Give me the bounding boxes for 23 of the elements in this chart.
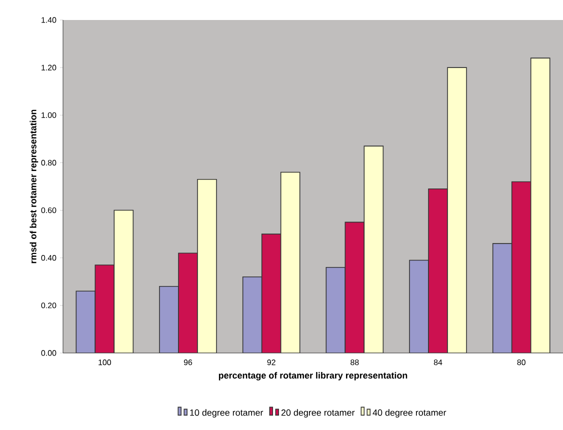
bar — [344, 222, 365, 353]
bar — [178, 252, 198, 353]
bar — [364, 146, 384, 353]
bar — [261, 234, 282, 353]
bar — [511, 181, 532, 353]
legend-label: 20 degree rotamer — [281, 409, 355, 418]
bar — [94, 264, 115, 353]
bar — [447, 67, 467, 353]
x-axis-title: percentage of rotamer library representation — [218, 372, 408, 380]
legend-label: 10 degree rotamer — [190, 409, 264, 418]
bar — [530, 58, 550, 353]
bar — [280, 172, 300, 353]
bar — [76, 290, 96, 353]
bar — [428, 188, 448, 353]
y-axis-title: rmsd of best rotamer representation — [30, 110, 38, 264]
bar — [114, 210, 134, 353]
bar — [197, 178, 217, 353]
legend-label: 40 degree rotamer — [372, 409, 446, 418]
bar — [159, 286, 179, 353]
bar — [409, 260, 429, 353]
bar — [242, 276, 262, 353]
bar — [492, 243, 512, 353]
bar — [326, 266, 346, 353]
